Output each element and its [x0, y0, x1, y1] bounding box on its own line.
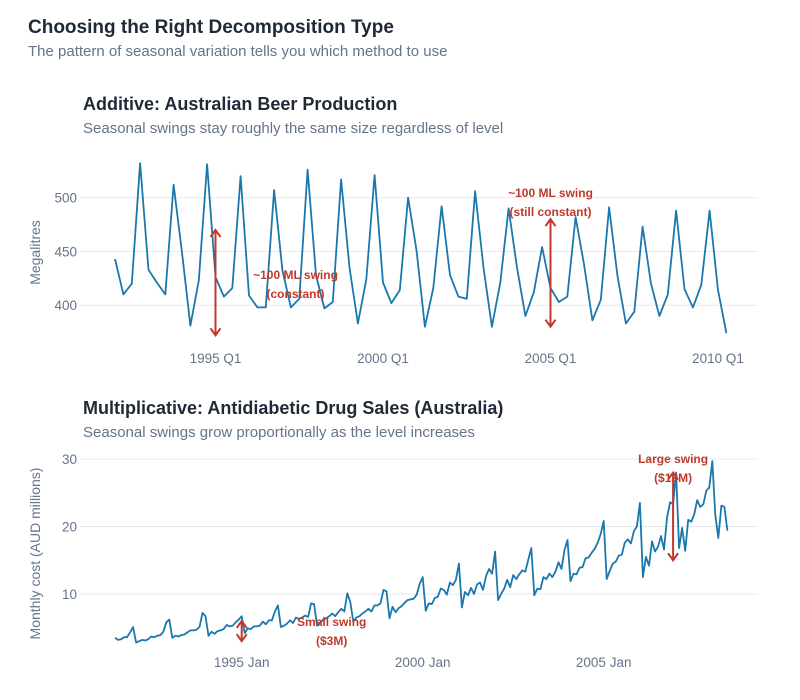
- x-tick-label: 2005 Jan: [576, 655, 632, 670]
- page-title: Choosing the Right Decomposition Type: [28, 17, 394, 38]
- arrow-head-down: [209, 327, 222, 338]
- x-tick-label: 1995 Jan: [214, 655, 270, 670]
- arrow-head-up: [209, 228, 222, 238]
- arrow-head-down: [667, 552, 679, 562]
- annotation-label: ~100 ML swing: [253, 268, 338, 282]
- chart-1-subtitle: Seasonal swings stay roughly the same si…: [83, 120, 504, 137]
- swing-arrow: [544, 217, 557, 329]
- annotation-label: ($13M): [654, 471, 692, 485]
- y-tick-label: 500: [54, 191, 77, 206]
- annotation-label: ($3M): [316, 634, 347, 648]
- y-axis-label: Megalitres: [27, 220, 43, 285]
- series-line: [114, 162, 728, 334]
- annotation-label: (still constant): [509, 205, 591, 219]
- x-tick-label: 2000 Jan: [395, 655, 451, 670]
- y-axis-label: Monthly cost (AUD millions): [27, 468, 43, 640]
- chart-1: 400 450 500 1995 Q1 2000 Q1 2005 Q1 2010 Q1 Meg…: [27, 162, 758, 366]
- y-tick-label: 450: [54, 244, 77, 259]
- y-tick-label: 30: [62, 452, 77, 467]
- annotation-label: ~100 ML swing: [508, 186, 593, 200]
- chart-1-title: Additive: Australian Beer Production: [83, 94, 398, 114]
- annotation-label: Large swing: [638, 452, 708, 466]
- swing-arrow: [209, 228, 222, 338]
- y-tick-label: 20: [62, 520, 77, 535]
- y-tick-label: 10: [62, 587, 77, 602]
- arrow-head-up: [544, 217, 557, 227]
- chart-2: 10 20 30 1995 Jan 2000 Jan 2005 Jan Monthly co…: [27, 452, 758, 670]
- swing-arrow: [667, 470, 679, 562]
- x-tick-label: 1995 Q1: [190, 351, 242, 366]
- chart-2-subtitle: Seasonal swings grow proportionally as t…: [83, 424, 475, 441]
- swing-arrow: [235, 619, 248, 643]
- x-tick-label: 2005 Q1: [525, 351, 577, 366]
- arrow-head-down: [235, 633, 248, 643]
- annotation-label: (constant): [267, 287, 325, 301]
- chart-2-title: Multiplicative: Antidiabetic Drug Sales …: [83, 398, 504, 418]
- arrow-head-up: [235, 619, 248, 629]
- arrow-head-up: [667, 470, 679, 481]
- y-tick-label: 400: [54, 298, 77, 313]
- page-subtitle: The pattern of seasonal variation tells …: [28, 43, 448, 60]
- annotation-label: Small swing: [297, 615, 366, 629]
- arrow-head-down: [544, 319, 557, 329]
- x-tick-label: 2000 Q1: [357, 351, 409, 366]
- x-tick-label: 2010 Q1: [692, 351, 744, 366]
- series-line: [114, 460, 729, 644]
